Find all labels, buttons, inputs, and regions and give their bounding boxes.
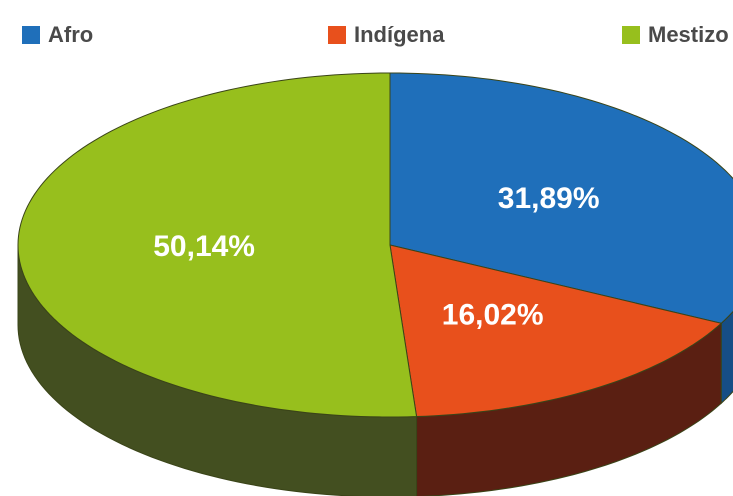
legend-label: Mestizo: [648, 22, 729, 47]
legend-label: Indígena: [354, 22, 445, 47]
legend-swatch: [22, 26, 40, 44]
legend-swatch: [622, 26, 640, 44]
legend-label: Afro: [48, 22, 93, 47]
data-label: 50,14%: [153, 230, 255, 263]
pie-slice: [17, 72, 418, 418]
pie-slice: [389, 72, 733, 324]
data-label: 31,89%: [498, 182, 600, 215]
pie-slice: [389, 244, 723, 418]
data-label: 16,02%: [442, 299, 544, 332]
legend-swatch: [328, 26, 346, 44]
